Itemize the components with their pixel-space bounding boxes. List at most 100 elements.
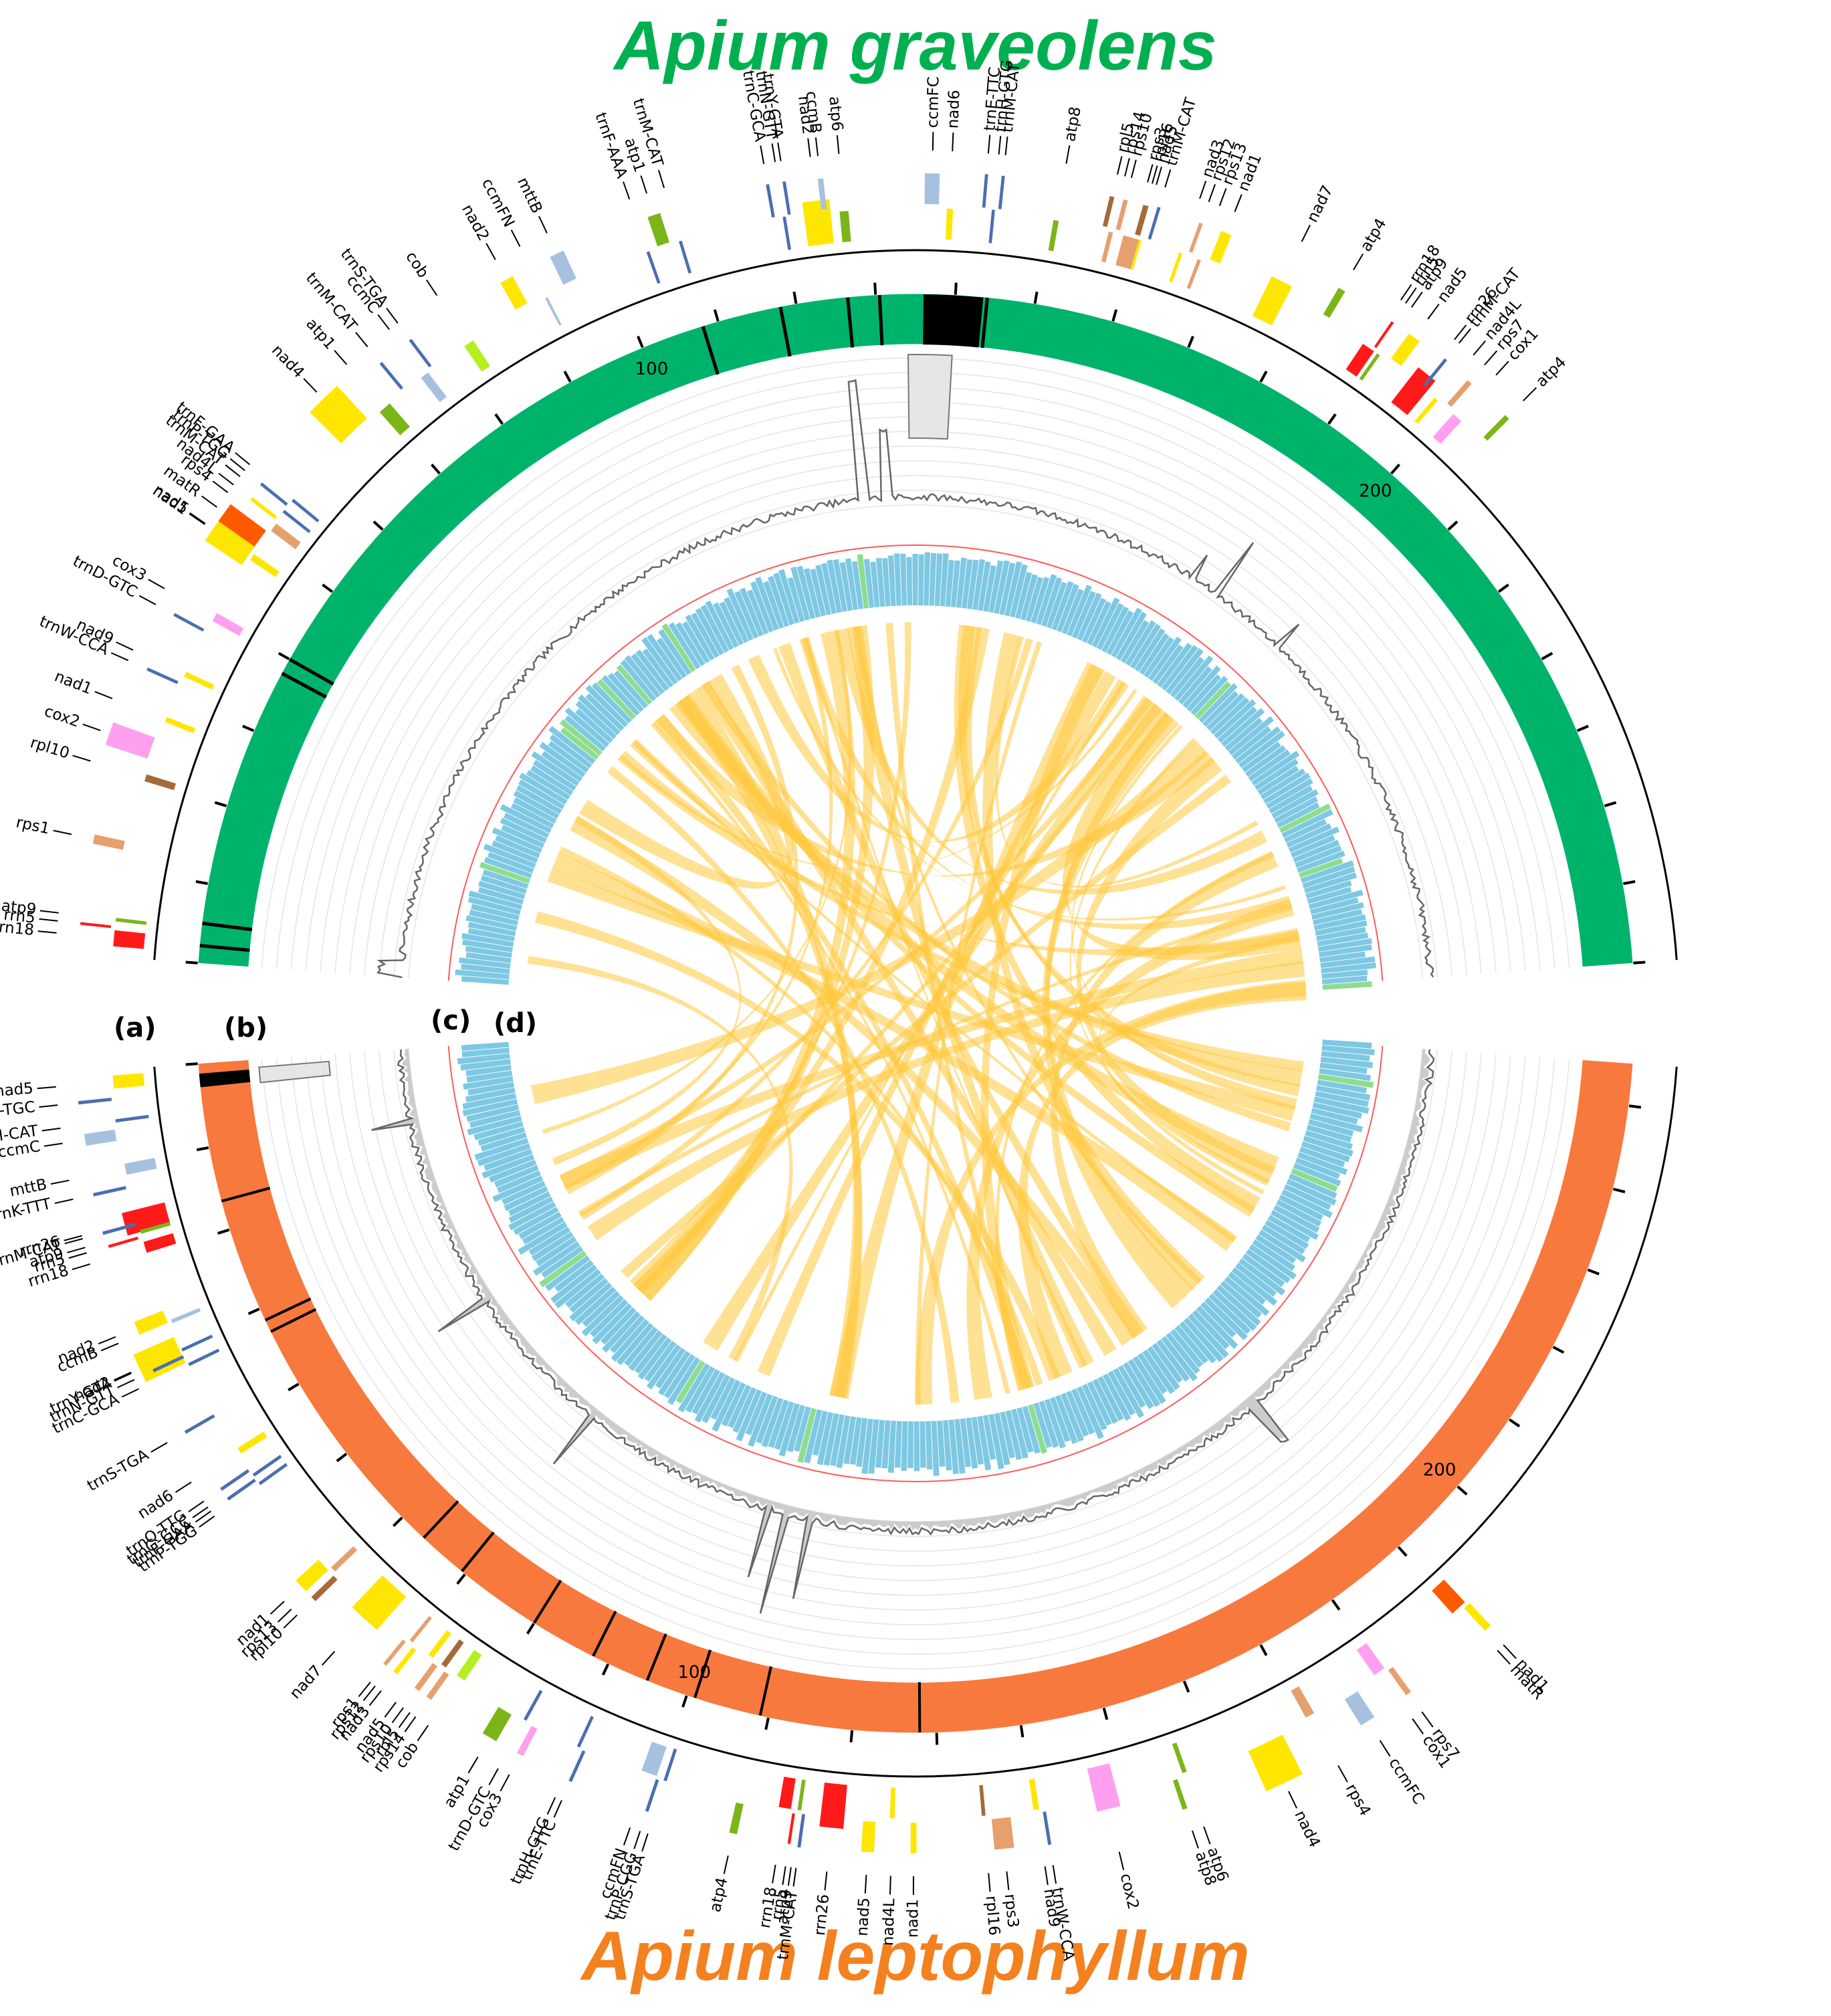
- scale-tick: [1259, 371, 1268, 383]
- gene-rpl5: [441, 1639, 464, 1668]
- gc-bar: [675, 1360, 706, 1404]
- gc-bar: [647, 633, 683, 682]
- gene-rps4: [1291, 1686, 1315, 1718]
- gene-trnM-CAT: [115, 1114, 149, 1123]
- gene-label: atp9: [1, 897, 37, 918]
- gc-bar: [1269, 785, 1313, 814]
- gene-leader: [384, 1702, 397, 1718]
- gc-bar: [601, 675, 640, 716]
- gene-trnM-CAT: [282, 510, 311, 534]
- gc-bar: [960, 1418, 972, 1468]
- gene-leader: [1156, 167, 1162, 185]
- gc-bar: [734, 591, 759, 639]
- scale-tick: [242, 724, 255, 732]
- gc-bar: [1252, 1239, 1295, 1271]
- gc-bar: [1049, 1397, 1071, 1443]
- synteny-link: [1018, 981, 1307, 1379]
- gc-bar: [635, 649, 669, 692]
- depth-gridline: [349, 445, 1482, 974]
- gene-trnF-GAA: [227, 1478, 256, 1501]
- gc-bar: [1259, 1229, 1306, 1263]
- gc-bar: [554, 1269, 601, 1309]
- gene-leader: [1288, 1791, 1297, 1809]
- gc-bar: [851, 561, 864, 609]
- gc-bar: [988, 1413, 1004, 1470]
- gene-label: atp4: [1533, 354, 1570, 391]
- gc-bar: [560, 727, 599, 760]
- gc-bar: [1321, 1051, 1370, 1062]
- gc-bar: [466, 1070, 513, 1083]
- gc-bar: [695, 607, 724, 656]
- gene-rps3: [991, 1817, 1014, 1850]
- ideogram-boundary: [701, 326, 720, 375]
- gc-bar: [1097, 1376, 1124, 1421]
- gene-label: rps3: [1001, 1893, 1022, 1928]
- gc-bar: [1321, 1045, 1375, 1055]
- gene-leader: [39, 1104, 58, 1108]
- gc-bar: [1291, 835, 1335, 858]
- gene-leader: [1353, 253, 1364, 271]
- gene-atp8: [1048, 219, 1059, 251]
- ideogram-boundary: [980, 298, 989, 348]
- panel-label-d: (d): [494, 1008, 538, 1039]
- gene-rpl16: [979, 1785, 986, 1816]
- gc-bar: [504, 1186, 548, 1211]
- gc-bar: [1041, 577, 1063, 627]
- gc-bar: [492, 827, 542, 853]
- gc-bar: [541, 1245, 584, 1278]
- scale-tick: [1111, 309, 1118, 322]
- gc-bar: [545, 1255, 590, 1292]
- gc-bar: [1299, 858, 1343, 878]
- gc-bar: [790, 567, 811, 621]
- gc-bar: [1198, 683, 1238, 723]
- gc-bar: [740, 587, 764, 637]
- gene-leader: [72, 754, 91, 762]
- gc-bar: [474, 1138, 529, 1161]
- gene-leader: [425, 279, 438, 296]
- gc-bar: [971, 1417, 984, 1465]
- gene-label: ccmFC: [924, 76, 943, 128]
- gene-leader: [72, 1263, 90, 1270]
- gc-bar: [575, 700, 617, 739]
- gc-bar: [513, 790, 560, 819]
- gc-bar: [477, 1126, 526, 1146]
- gene-matR: [1432, 1579, 1465, 1614]
- gene-leader: [864, 1874, 867, 1894]
- gc-bar: [1319, 1062, 1368, 1074]
- gc-bar: [700, 604, 730, 653]
- gc-bar: [1220, 1280, 1263, 1318]
- gc-bar: [1147, 1346, 1180, 1391]
- gene-nad4L: [250, 497, 278, 519]
- gc-bar: [667, 1357, 701, 1405]
- gc-bar: [641, 637, 678, 685]
- scale-tick: [430, 464, 441, 475]
- gene-trnW-CCA: [146, 667, 179, 684]
- gc-bar: [1170, 1328, 1204, 1368]
- gene-leader: [41, 1127, 61, 1132]
- gene-ccmB: [817, 178, 827, 210]
- gc-bar: [461, 1041, 510, 1051]
- scale-tick: [1623, 880, 1636, 886]
- depth-gridline: [364, 460, 1467, 975]
- gc-bar: [1015, 571, 1033, 619]
- gc-bar: [1188, 1313, 1229, 1358]
- gc-bar: [466, 1104, 520, 1122]
- gene-leader: [1495, 361, 1509, 376]
- gene-ccmFN: [545, 297, 562, 326]
- gc-bar: [591, 682, 633, 724]
- gene-trnM-CAT: [679, 240, 692, 274]
- gene-rps7: [1388, 1667, 1411, 1696]
- gene-leader: [68, 1252, 87, 1259]
- gene-trnP-TGG: [259, 482, 288, 506]
- gc-bar: [1317, 1080, 1368, 1094]
- gc-bar: [1087, 601, 1111, 645]
- gc-bar: [513, 797, 557, 824]
- gc-bar: [508, 1201, 556, 1231]
- gc-bar: [1235, 1262, 1277, 1297]
- gc-bar: [539, 1250, 587, 1288]
- gc-bar: [644, 1340, 677, 1382]
- gc-bar: [1117, 1365, 1146, 1408]
- gene-leader: [225, 464, 241, 478]
- synteny-link: [703, 696, 1157, 1351]
- gc-bar: [531, 751, 580, 787]
